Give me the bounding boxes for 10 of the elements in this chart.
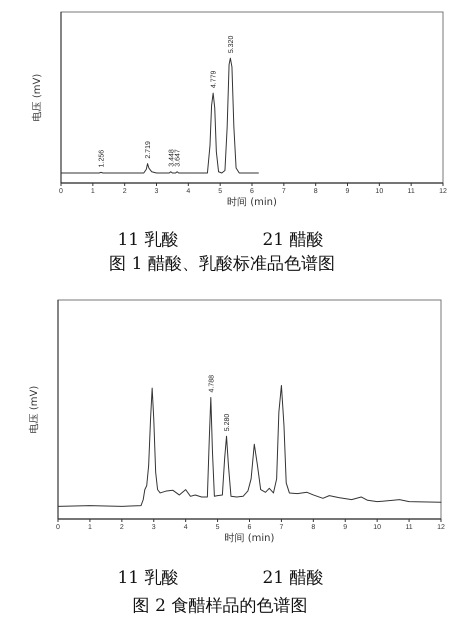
text: 21 醋酸 bbox=[262, 568, 324, 588]
text: 11 乳酸 bbox=[117, 230, 179, 250]
text: 图 2 食醋样品的色谱图 bbox=[132, 596, 308, 616]
y-axis-title: 电压 (mV) bbox=[28, 386, 40, 434]
x-axis-title: 时间 (min) bbox=[224, 532, 275, 544]
text: 图 1 醋酸、乳酸标准品色谱图 bbox=[109, 254, 335, 274]
y-axis-title: 电压 (mV) bbox=[31, 74, 43, 122]
text: 11 乳酸 bbox=[117, 568, 179, 588]
x-axis-title: 时间 (min) bbox=[227, 196, 278, 208]
text: 21 醋酸 bbox=[262, 230, 324, 250]
